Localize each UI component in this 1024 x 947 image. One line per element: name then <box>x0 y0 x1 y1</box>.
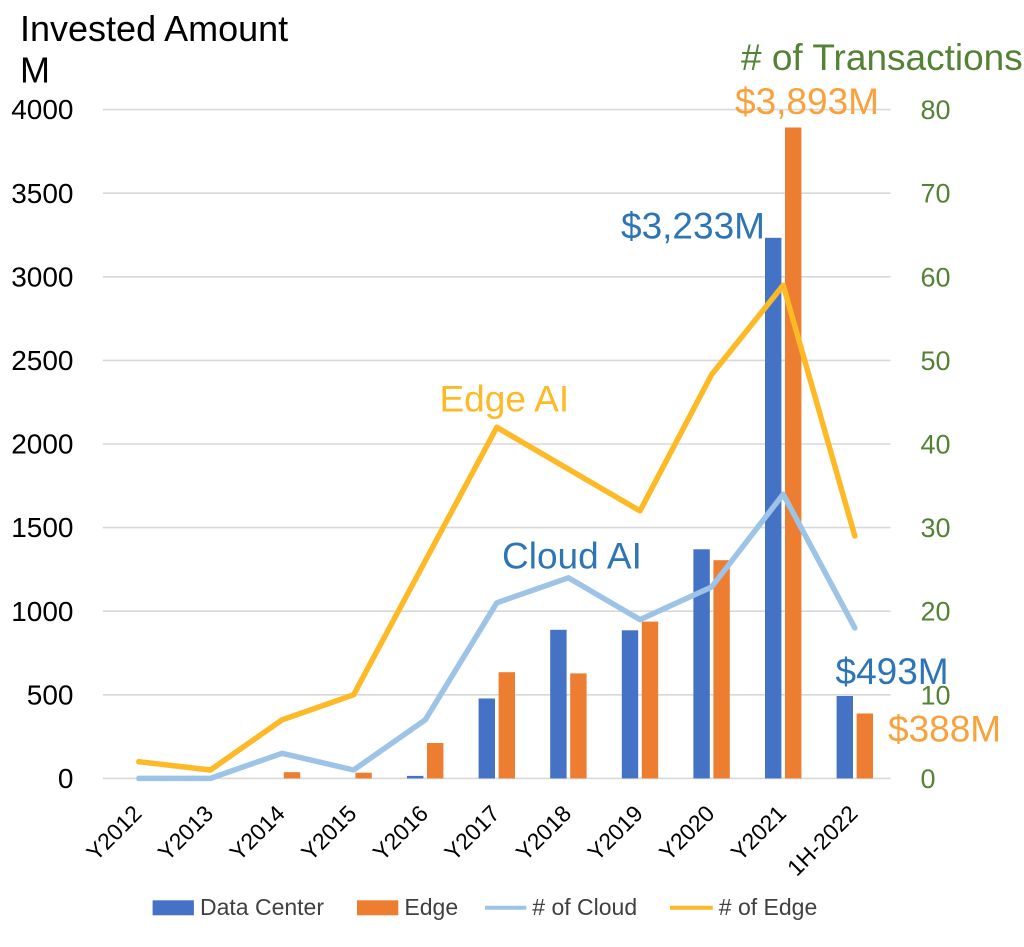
svg-text:$3,233M: $3,233M <box>621 206 765 247</box>
svg-text:Cloud AI: Cloud AI <box>502 536 642 577</box>
svg-text:3500: 3500 <box>11 178 73 209</box>
svg-text:$3,893M: $3,893M <box>735 81 879 122</box>
svg-text:$493M: $493M <box>836 651 949 692</box>
svg-text:70: 70 <box>921 179 951 209</box>
svg-text:30: 30 <box>921 513 951 543</box>
svg-text:M: M <box>20 50 50 91</box>
svg-text:Edge AI: Edge AI <box>440 379 570 420</box>
svg-text:# of Cloud: # of Cloud <box>532 894 637 920</box>
svg-text:$388M: $388M <box>888 709 1001 750</box>
svg-text:2500: 2500 <box>11 345 73 376</box>
svg-text:0: 0 <box>921 764 936 794</box>
svg-text:# of Edge: # of Edge <box>719 894 817 920</box>
svg-text:3000: 3000 <box>11 261 73 292</box>
svg-text:20: 20 <box>921 597 951 627</box>
svg-text:4000: 4000 <box>11 94 73 125</box>
svg-text:Data Center: Data Center <box>200 894 324 920</box>
svg-text:60: 60 <box>921 262 951 292</box>
svg-text:Invested Amount: Invested Amount <box>20 8 288 49</box>
svg-text:1500: 1500 <box>11 512 73 543</box>
svg-text:1000: 1000 <box>11 596 73 627</box>
svg-text:# of Transactions: # of Transactions <box>741 37 1023 78</box>
svg-text:50: 50 <box>921 346 951 376</box>
svg-text:500: 500 <box>27 679 74 710</box>
svg-text:2000: 2000 <box>11 429 73 460</box>
svg-text:40: 40 <box>921 430 951 460</box>
svg-text:10: 10 <box>921 680 951 710</box>
svg-text:Edge: Edge <box>404 894 458 920</box>
svg-text:80: 80 <box>921 95 951 125</box>
svg-text:0: 0 <box>58 763 74 794</box>
